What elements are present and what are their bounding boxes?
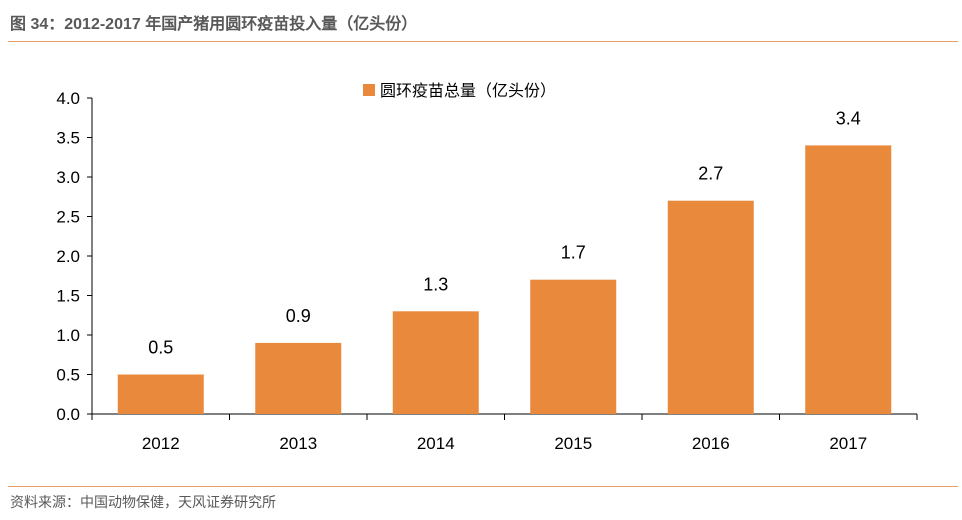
source-note: 资料来源：中国动物保健，天风证券研究所	[10, 494, 276, 510]
bar-2016	[667, 200, 754, 414]
y-tick-label: 1.0	[56, 326, 80, 345]
x-tick-label: 2014	[417, 434, 455, 453]
bar-2012	[117, 374, 204, 414]
chart-legend: 圆环疫苗总量（亿头份）	[363, 82, 556, 100]
y-tick-label: 0.5	[56, 366, 80, 385]
y-tick-label: 2.0	[56, 247, 80, 266]
y-tick-label: 3.0	[56, 168, 80, 187]
x-tick-label: 2013	[279, 434, 317, 453]
y-axis: 0.0 0.5 1.0 1.5 2.0 2.5 3.0 3.5 4.0	[56, 89, 93, 424]
x-tick-label: 2015	[554, 434, 592, 453]
y-tick-label: 1.5	[56, 287, 80, 306]
data-label-2017: 3.4	[836, 108, 861, 128]
x-tick-label: 2016	[692, 434, 730, 453]
source-divider	[8, 486, 958, 487]
bar-series	[117, 145, 892, 414]
data-label-2016: 2.7	[698, 164, 723, 184]
y-tick-label: 2.5	[56, 208, 80, 227]
figure-title: 图 34：2012-2017 年国产猪用圆环疫苗投入量（亿头份）	[10, 16, 418, 33]
data-label-2015: 1.7	[561, 243, 586, 263]
data-label-2012: 0.5	[148, 338, 173, 358]
data-labels: 0.5 0.9 1.3 1.7 2.7 3.4	[148, 108, 861, 357]
title-divider	[8, 41, 958, 42]
y-tick-label: 0.0	[56, 405, 80, 424]
x-tick-label: 2017	[829, 434, 867, 453]
legend-label: 圆环疫苗总量（亿头份）	[380, 82, 556, 100]
bar-2013	[255, 342, 342, 414]
bar-2014	[392, 311, 479, 414]
bar-2017	[805, 145, 892, 414]
bar-2015	[530, 279, 617, 414]
data-label-2014: 1.3	[423, 274, 448, 294]
y-tick-label: 3.5	[56, 129, 80, 148]
data-label-2013: 0.9	[286, 306, 311, 326]
x-tick-label: 2012	[142, 434, 180, 453]
legend-swatch	[363, 84, 375, 96]
x-axis: 2012 2013 2014 2015 2016 2017	[91, 413, 918, 453]
bar-chart: 圆环疫苗总量（亿头份） 0.00.51.01.52.02.53.03.54.0 …	[56, 82, 918, 453]
y-tick-label: 4.0	[56, 89, 80, 108]
